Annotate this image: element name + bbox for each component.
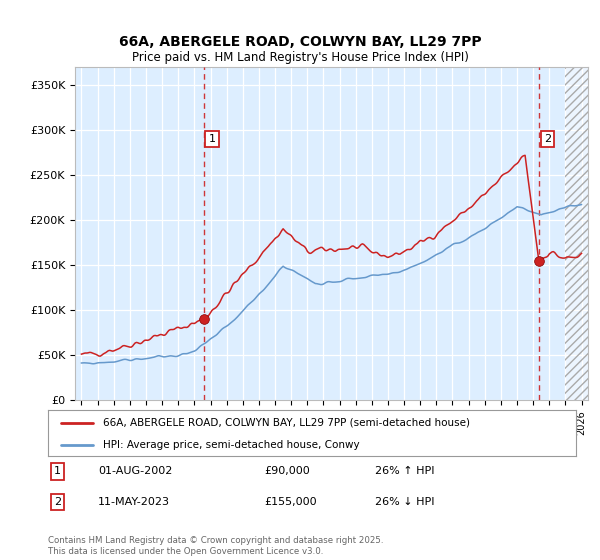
Bar: [565, 67, 598, 400]
Text: 01-AUG-2002: 01-AUG-2002: [98, 466, 173, 477]
Text: 26% ↓ HPI: 26% ↓ HPI: [376, 497, 435, 507]
Text: 1: 1: [54, 466, 61, 477]
Text: £155,000: £155,000: [265, 497, 317, 507]
Text: 1: 1: [209, 134, 215, 144]
Text: 66A, ABERGELE ROAD, COLWYN BAY, LL29 7PP (semi-detached house): 66A, ABERGELE ROAD, COLWYN BAY, LL29 7PP…: [103, 418, 470, 428]
Text: HPI: Average price, semi-detached house, Conwy: HPI: Average price, semi-detached house,…: [103, 440, 360, 450]
Bar: [565, 67, 598, 400]
Text: 2: 2: [544, 134, 551, 144]
Text: 2: 2: [54, 497, 61, 507]
Text: 26% ↑ HPI: 26% ↑ HPI: [376, 466, 435, 477]
Text: £90,000: £90,000: [265, 466, 310, 477]
Text: Contains HM Land Registry data © Crown copyright and database right 2025.
This d: Contains HM Land Registry data © Crown c…: [48, 536, 383, 556]
Text: 66A, ABERGELE ROAD, COLWYN BAY, LL29 7PP: 66A, ABERGELE ROAD, COLWYN BAY, LL29 7PP: [119, 35, 481, 49]
Text: Price paid vs. HM Land Registry's House Price Index (HPI): Price paid vs. HM Land Registry's House …: [131, 50, 469, 64]
Text: 11-MAY-2023: 11-MAY-2023: [98, 497, 170, 507]
